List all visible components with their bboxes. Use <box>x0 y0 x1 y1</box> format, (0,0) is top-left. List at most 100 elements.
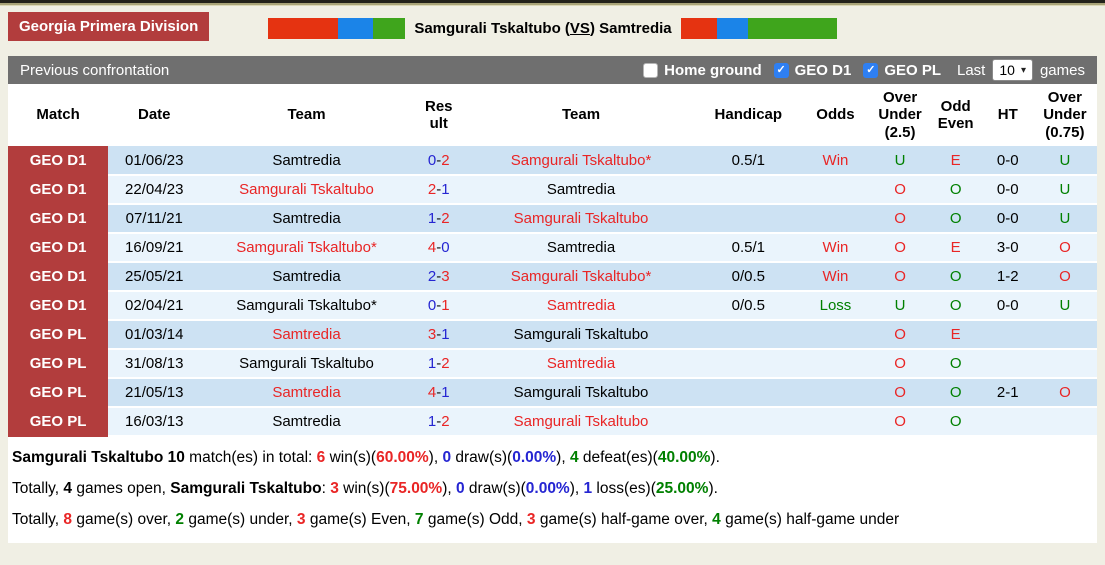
home-team-name: Samgurali Tskaltubo <box>414 19 561 37</box>
over-under-0-75-cell: U <box>1032 146 1097 176</box>
handicap-cell <box>697 204 800 234</box>
checked-checkbox[interactable]: ✓ <box>773 62 789 78</box>
last-games-select[interactable]: 10 ▾ <box>992 59 1033 81</box>
odds-cell <box>799 378 872 408</box>
match-cell: GEO D1 <box>8 262 109 292</box>
over-under-2-5-cell: O <box>871 175 929 205</box>
team2-cell: Samtredia <box>464 175 698 205</box>
match-title-group: Samgurali Tskaltubo (VS) Samtredia <box>268 17 837 39</box>
over-under-0-75-cell: O <box>1032 262 1097 292</box>
ht-cell: 2-1 <box>982 378 1033 408</box>
over-under-0-75-cell: U <box>1032 291 1097 321</box>
flag-red-segment <box>680 17 717 39</box>
ht-cell: 0-0 <box>982 175 1033 205</box>
over-under-0-75-cell: U <box>1032 175 1097 205</box>
odd-even-cell: O <box>928 175 983 205</box>
date-cell: 31/08/13 <box>108 349 201 379</box>
over-under-0-75-cell: O <box>1032 233 1097 263</box>
handicap-cell <box>697 349 800 379</box>
date-cell: 01/03/14 <box>108 320 201 350</box>
over-under-0-75-cell: U <box>1032 204 1097 234</box>
checked-checkbox[interactable]: ✓ <box>863 62 879 78</box>
match-cell: GEO D1 <box>8 146 109 176</box>
table-row: GEO D1 25/05/21 Samtredia 2-3 Samgurali Tska… <box>8 262 1097 292</box>
odds-cell <box>799 204 872 234</box>
previous-confrontation-table: Match Date Team Result Team Handicap Odds Over … <box>8 84 1097 437</box>
table-row: GEO D1 22/04/23 Samgurali Tskaltubo 2-1 Samt… <box>8 175 1097 205</box>
over-under-2-5-cell: O <box>871 233 929 263</box>
column-header: Over Under (0.75) <box>1032 84 1097 146</box>
ht-cell: 1-2 <box>982 262 1033 292</box>
team1-cell: Samtredia <box>200 146 413 176</box>
table-row: GEO D1 07/11/21 Samtredia 1-2 Samgurali Tska… <box>8 204 1097 234</box>
handicap-cell: 0.5/1 <box>697 146 800 176</box>
handicap-cell: 0/0.5 <box>697 262 800 292</box>
odd-even-cell: E <box>928 233 983 263</box>
summary-line: Totally, 4 games open, Samgurali Tskaltu… <box>12 480 718 497</box>
unchecked-checkbox[interactable] <box>643 62 659 78</box>
table-row: GEO PL 21/05/13 Samtredia 4-1 Samgurali Tska… <box>8 378 1097 408</box>
table-row: GEO PL 31/08/13 Samgurali Tskaltubo 1-2 Samt… <box>8 349 1097 379</box>
table-row: GEO D1 02/04/21 Samgurali Tskaltubo* 0-1 Sam… <box>8 291 1097 321</box>
results-table-container: Match Date Team Result Team Handicap Odds Over … <box>8 84 1097 437</box>
result-cell: 2-3 <box>412 262 465 292</box>
league-badge[interactable]: Georgia Primera Division <box>8 12 210 41</box>
result-cell: 4-1 <box>412 378 465 408</box>
team1-cell: Samtredia <box>200 407 413 437</box>
page-top-khaki-line <box>0 3 1105 6</box>
over-under-2-5-cell: O <box>871 407 929 437</box>
date-cell: 21/05/13 <box>108 378 201 408</box>
previous-confrontation-bar: Previous confrontation Home ground ✓ GEO D… <box>8 56 1097 84</box>
column-header: Odd Even <box>928 84 983 146</box>
ht-cell <box>982 349 1033 379</box>
date-cell: 22/04/23 <box>108 175 201 205</box>
date-cell: 02/04/21 <box>108 291 201 321</box>
games-label: games <box>1039 61 1085 79</box>
over-under-2-5-cell: O <box>871 378 929 408</box>
section-title: Previous confrontation <box>20 61 170 79</box>
odd-even-cell: O <box>928 349 983 379</box>
table-row: GEO PL 01/03/14 Samtredia 3-1 Samgurali Tska… <box>8 320 1097 350</box>
match-cell: GEO PL <box>8 320 109 350</box>
odds-cell: Loss <box>799 291 872 321</box>
match-cell: GEO PL <box>8 378 109 408</box>
result-cell: 1-2 <box>412 407 465 437</box>
last-label: Last <box>957 61 986 79</box>
flag-blue-segment <box>716 17 748 39</box>
date-cell: 01/06/23 <box>108 146 201 176</box>
over-under-2-5-cell: O <box>871 204 929 234</box>
table-row: GEO PL 16/03/13 Samtredia 1-2 Samgurali Tska… <box>8 407 1097 437</box>
away-team-name: Samtredia <box>599 19 672 37</box>
over-under-2-5-cell: O <box>871 349 929 379</box>
odds-cell <box>799 320 872 350</box>
date-cell: 07/11/21 <box>108 204 201 234</box>
over-under-0-75-cell <box>1032 320 1097 350</box>
flag-red-segment <box>268 17 339 39</box>
ht-cell: 0-0 <box>982 204 1033 234</box>
match-cell: GEO PL <box>8 349 109 379</box>
column-header: Date <box>108 84 201 146</box>
date-cell: 16/09/21 <box>108 233 201 263</box>
column-header: Over Under (2.5) <box>871 84 929 146</box>
team2-cell: Samgurali Tskaltubo <box>464 407 698 437</box>
team1-cell: Samgurali Tskaltubo <box>200 349 413 379</box>
over-under-2-5-cell: O <box>871 320 929 350</box>
odds-cell <box>799 407 872 437</box>
filter-label: Home ground <box>664 61 762 79</box>
result-cell: 4-0 <box>412 233 465 263</box>
ht-cell: 3-0 <box>982 233 1033 263</box>
odds-cell <box>799 175 872 205</box>
over-under-0-75-cell <box>1032 349 1097 379</box>
column-header: Team <box>464 84 698 146</box>
results-tbody: GEO D1 01/06/23 Samtredia 0-2 Samgurali Tska… <box>8 146 1097 437</box>
flag-green-segment <box>373 17 406 39</box>
summary-line: Samgurali Tskaltubo 10 match(es) in tota… <box>12 449 720 466</box>
odds-cell <box>799 349 872 379</box>
result-cell: 0-1 <box>412 291 465 321</box>
flag-green-segment <box>747 17 837 39</box>
table-row: GEO D1 16/09/21 Samgurali Tskaltubo* 4-0 Sam… <box>8 233 1097 263</box>
summary-line: Totally, 8 game(s) over, 2 game(s) under… <box>12 511 900 528</box>
team2-cell: Samgurali Tskaltubo <box>464 378 698 408</box>
odds-cell: Win <box>799 233 872 263</box>
away-team-color-bar <box>680 17 837 39</box>
